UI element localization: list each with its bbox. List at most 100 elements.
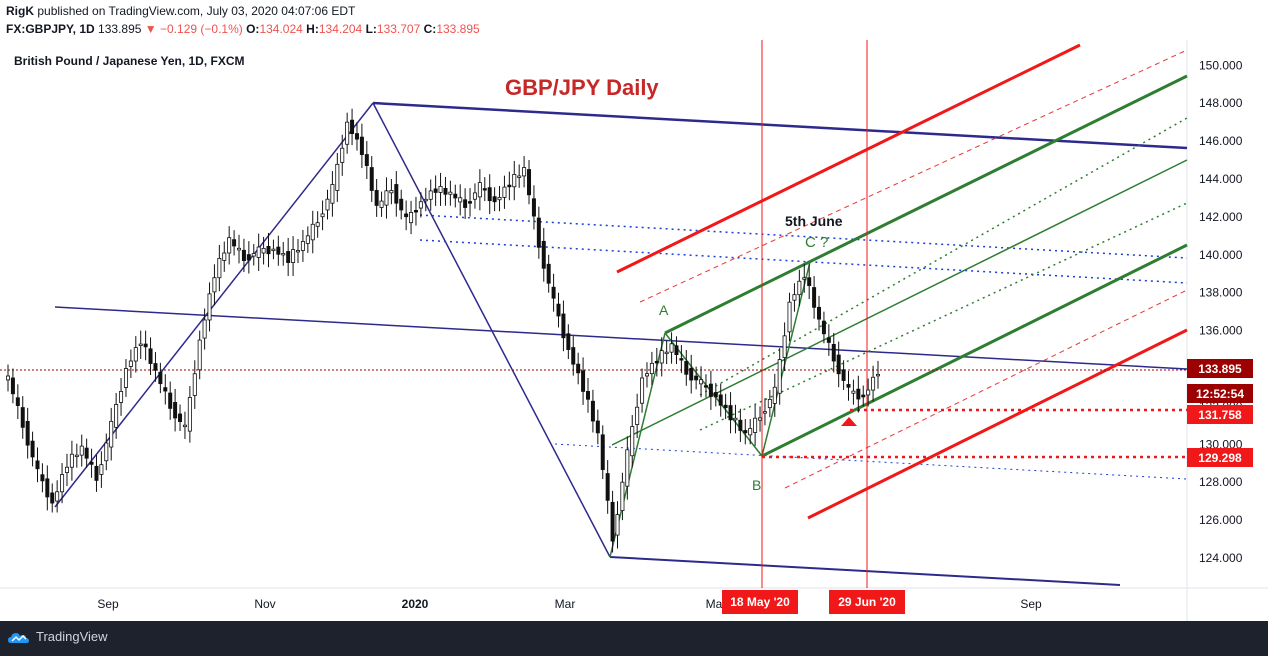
candle-body xyxy=(207,293,212,321)
candle-body xyxy=(241,249,246,261)
y-tick-label: 126.000 xyxy=(1199,513,1243,527)
candle-body xyxy=(556,303,561,317)
low-value: 133.707 xyxy=(376,22,421,36)
candle-body xyxy=(512,173,517,188)
candle-body xyxy=(10,377,15,395)
footer-brand: TradingView xyxy=(36,629,108,644)
candle-body xyxy=(428,190,433,200)
y-tick-label: 140.000 xyxy=(1199,248,1243,262)
candle-body xyxy=(163,387,168,392)
red-pitch-lower xyxy=(807,328,1188,520)
footer-bar: TradingView xyxy=(0,621,1268,656)
candle-body xyxy=(477,182,482,198)
candle-body xyxy=(330,184,335,204)
candle-body xyxy=(84,447,89,459)
candle-body xyxy=(295,250,300,253)
red-pitch-dashed xyxy=(639,49,1188,303)
candle-body xyxy=(423,198,428,202)
last-price-tag: 133.895 xyxy=(1187,359,1253,378)
y-tick-label: 138.000 xyxy=(1199,286,1243,300)
candle-body xyxy=(364,154,369,166)
candle-body xyxy=(138,343,143,346)
publish-text: published on TradingView.com, July 03, 2… xyxy=(37,4,356,18)
candle-body xyxy=(748,428,753,436)
candle-body xyxy=(345,121,350,145)
candle-body xyxy=(143,343,148,348)
candle-body xyxy=(482,188,487,191)
candle-body xyxy=(153,363,158,371)
label-b: B xyxy=(752,477,761,493)
candle-body xyxy=(502,186,507,198)
candle-body xyxy=(354,133,359,140)
chart-title: GBP/JPY Daily xyxy=(505,75,659,100)
candle-body xyxy=(826,337,831,343)
downtrend-line xyxy=(372,102,611,558)
candle-body xyxy=(566,333,571,350)
candle-body xyxy=(659,350,664,364)
lower-channel-line xyxy=(609,556,1121,586)
cloud-icon xyxy=(8,632,29,643)
candle-body xyxy=(684,361,689,375)
candle-body xyxy=(654,360,659,364)
y-tick-label: 146.000 xyxy=(1199,134,1243,148)
candle-body xyxy=(340,147,345,163)
candle-body xyxy=(487,187,492,202)
candle-body xyxy=(384,190,389,206)
candle-body xyxy=(148,348,153,364)
price-chart[interactable]: 124.000126.000128.000130.000132.000134.0… xyxy=(0,40,1268,621)
candle-body xyxy=(812,287,817,308)
candle-body xyxy=(114,404,119,428)
candle-body xyxy=(644,373,649,377)
candle-body xyxy=(232,239,237,247)
candle-body xyxy=(689,367,694,381)
candle-body xyxy=(679,358,684,361)
y-tick-label: 150.000 xyxy=(1199,58,1243,72)
candle-body xyxy=(40,474,45,482)
candle-body xyxy=(846,384,851,388)
candle-body xyxy=(379,200,384,208)
candle-body xyxy=(227,237,232,254)
change-value: −0.129 (−0.1%) xyxy=(160,22,243,36)
candle-body xyxy=(546,263,551,284)
candle-body xyxy=(217,258,222,279)
red-pitch-dashed xyxy=(784,289,1188,489)
open-value: 134.024 xyxy=(259,22,303,36)
candle-body xyxy=(541,240,546,269)
candle-body xyxy=(443,187,448,195)
candle-body xyxy=(15,397,20,406)
candle-body xyxy=(851,390,856,394)
candle-body xyxy=(50,492,55,504)
candle-body xyxy=(871,376,876,391)
candle-body xyxy=(187,397,192,432)
candle-body xyxy=(581,370,586,392)
candle-body xyxy=(173,402,178,419)
pitchfork-median xyxy=(611,159,1188,446)
candle-body xyxy=(399,198,404,211)
candle-body xyxy=(133,347,138,362)
candle-body xyxy=(821,320,826,335)
candle-body xyxy=(109,420,114,448)
candle-body xyxy=(448,191,453,195)
tradingview-logo[interactable]: TradingView xyxy=(8,629,108,644)
author-name[interactable]: RigK xyxy=(6,4,34,18)
candle-body xyxy=(876,373,881,377)
candle-body xyxy=(212,277,217,293)
candle-body xyxy=(728,405,733,421)
high-label: H: xyxy=(306,22,319,36)
candle-body xyxy=(472,192,477,200)
candle-body xyxy=(630,426,635,457)
candle-body xyxy=(158,371,163,385)
candle-body xyxy=(237,247,242,251)
candles-layer xyxy=(6,108,881,553)
candle-body xyxy=(197,339,202,371)
candle-body xyxy=(222,252,227,261)
y-tick-label: 128.000 xyxy=(1199,475,1243,489)
candle-body xyxy=(409,211,414,224)
label-c: C ? xyxy=(805,234,828,251)
candle-body xyxy=(202,319,207,339)
candle-body xyxy=(792,294,797,301)
countdown-tag: 12:52:54 xyxy=(1187,384,1253,403)
candle-body xyxy=(60,474,65,493)
candle-body xyxy=(649,362,654,375)
candle-body xyxy=(192,373,197,396)
